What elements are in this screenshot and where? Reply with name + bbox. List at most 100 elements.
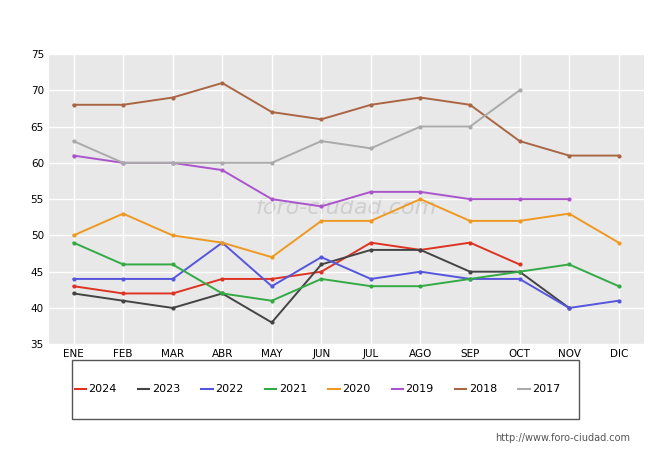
2022 (466, 276, 474, 282)
Line: 2022: 2022 (72, 241, 620, 309)
2024 (367, 240, 375, 245)
Text: 2023: 2023 (152, 384, 180, 394)
2023 (466, 269, 474, 274)
2022 (268, 284, 276, 289)
2023 (417, 247, 424, 252)
2023 (119, 298, 127, 303)
2017 (218, 160, 226, 166)
2021 (417, 284, 424, 289)
2019 (566, 196, 573, 202)
Line: 2024: 2024 (72, 241, 521, 295)
2021 (566, 262, 573, 267)
2019 (515, 196, 523, 202)
2020 (417, 196, 424, 202)
2020 (218, 240, 226, 245)
2024 (119, 291, 127, 296)
2021 (367, 284, 375, 289)
2022 (70, 276, 77, 282)
2018 (515, 139, 523, 144)
2021 (317, 276, 325, 282)
Text: 2018: 2018 (469, 384, 497, 394)
FancyBboxPatch shape (72, 360, 578, 418)
2019 (268, 196, 276, 202)
2017 (367, 146, 375, 151)
2023 (218, 291, 226, 296)
2022 (566, 305, 573, 310)
Text: 2020: 2020 (342, 384, 370, 394)
2024 (466, 240, 474, 245)
Text: 2017: 2017 (532, 384, 560, 394)
2019 (119, 160, 127, 166)
2018 (70, 102, 77, 108)
Line: 2019: 2019 (72, 154, 571, 208)
2018 (268, 109, 276, 115)
2018 (417, 95, 424, 100)
Text: 2019: 2019 (406, 384, 434, 394)
2021 (515, 269, 523, 274)
2021 (70, 240, 77, 245)
2024 (218, 276, 226, 282)
2020 (515, 218, 523, 224)
2019 (417, 189, 424, 194)
2018 (119, 102, 127, 108)
2018 (169, 95, 177, 100)
2019 (218, 167, 226, 173)
Text: http://www.foro-ciudad.com: http://www.foro-ciudad.com (495, 433, 630, 443)
2023 (317, 262, 325, 267)
2022 (119, 276, 127, 282)
2024 (70, 284, 77, 289)
2019 (169, 160, 177, 166)
2020 (268, 254, 276, 260)
2018 (615, 153, 623, 158)
2021 (466, 276, 474, 282)
2023 (566, 305, 573, 310)
2017 (515, 88, 523, 93)
Text: 2021: 2021 (279, 384, 307, 394)
2021 (615, 284, 623, 289)
2017 (417, 124, 424, 129)
2021 (119, 262, 127, 267)
2018 (466, 102, 474, 108)
Line: 2023: 2023 (72, 248, 571, 324)
Line: 2021: 2021 (72, 241, 620, 302)
Text: 2024: 2024 (88, 384, 117, 394)
2019 (367, 189, 375, 194)
2017 (466, 124, 474, 129)
2019 (466, 196, 474, 202)
2018 (367, 102, 375, 108)
2017 (119, 160, 127, 166)
2022 (615, 298, 623, 303)
2021 (218, 291, 226, 296)
2023 (70, 291, 77, 296)
Line: 2020: 2020 (72, 198, 620, 259)
2020 (317, 218, 325, 224)
2020 (169, 233, 177, 238)
2022 (317, 254, 325, 260)
2017 (70, 139, 77, 144)
Line: 2017: 2017 (72, 89, 521, 164)
2018 (566, 153, 573, 158)
2017 (317, 139, 325, 144)
2019 (70, 153, 77, 158)
2020 (466, 218, 474, 224)
2020 (119, 211, 127, 216)
2022 (515, 276, 523, 282)
2018 (317, 117, 325, 122)
2021 (268, 298, 276, 303)
2020 (615, 240, 623, 245)
Line: 2018: 2018 (72, 81, 620, 157)
2017 (268, 160, 276, 166)
2024 (515, 262, 523, 267)
Text: Afiliados en La Garganta a 30/9/2024: Afiliados en La Garganta a 30/9/2024 (163, 14, 487, 33)
2020 (70, 233, 77, 238)
2020 (367, 218, 375, 224)
2022 (169, 276, 177, 282)
2020 (566, 211, 573, 216)
2024 (317, 269, 325, 274)
2018 (218, 80, 226, 86)
2023 (169, 305, 177, 310)
2023 (268, 320, 276, 325)
2024 (268, 276, 276, 282)
2022 (218, 240, 226, 245)
2023 (367, 247, 375, 252)
